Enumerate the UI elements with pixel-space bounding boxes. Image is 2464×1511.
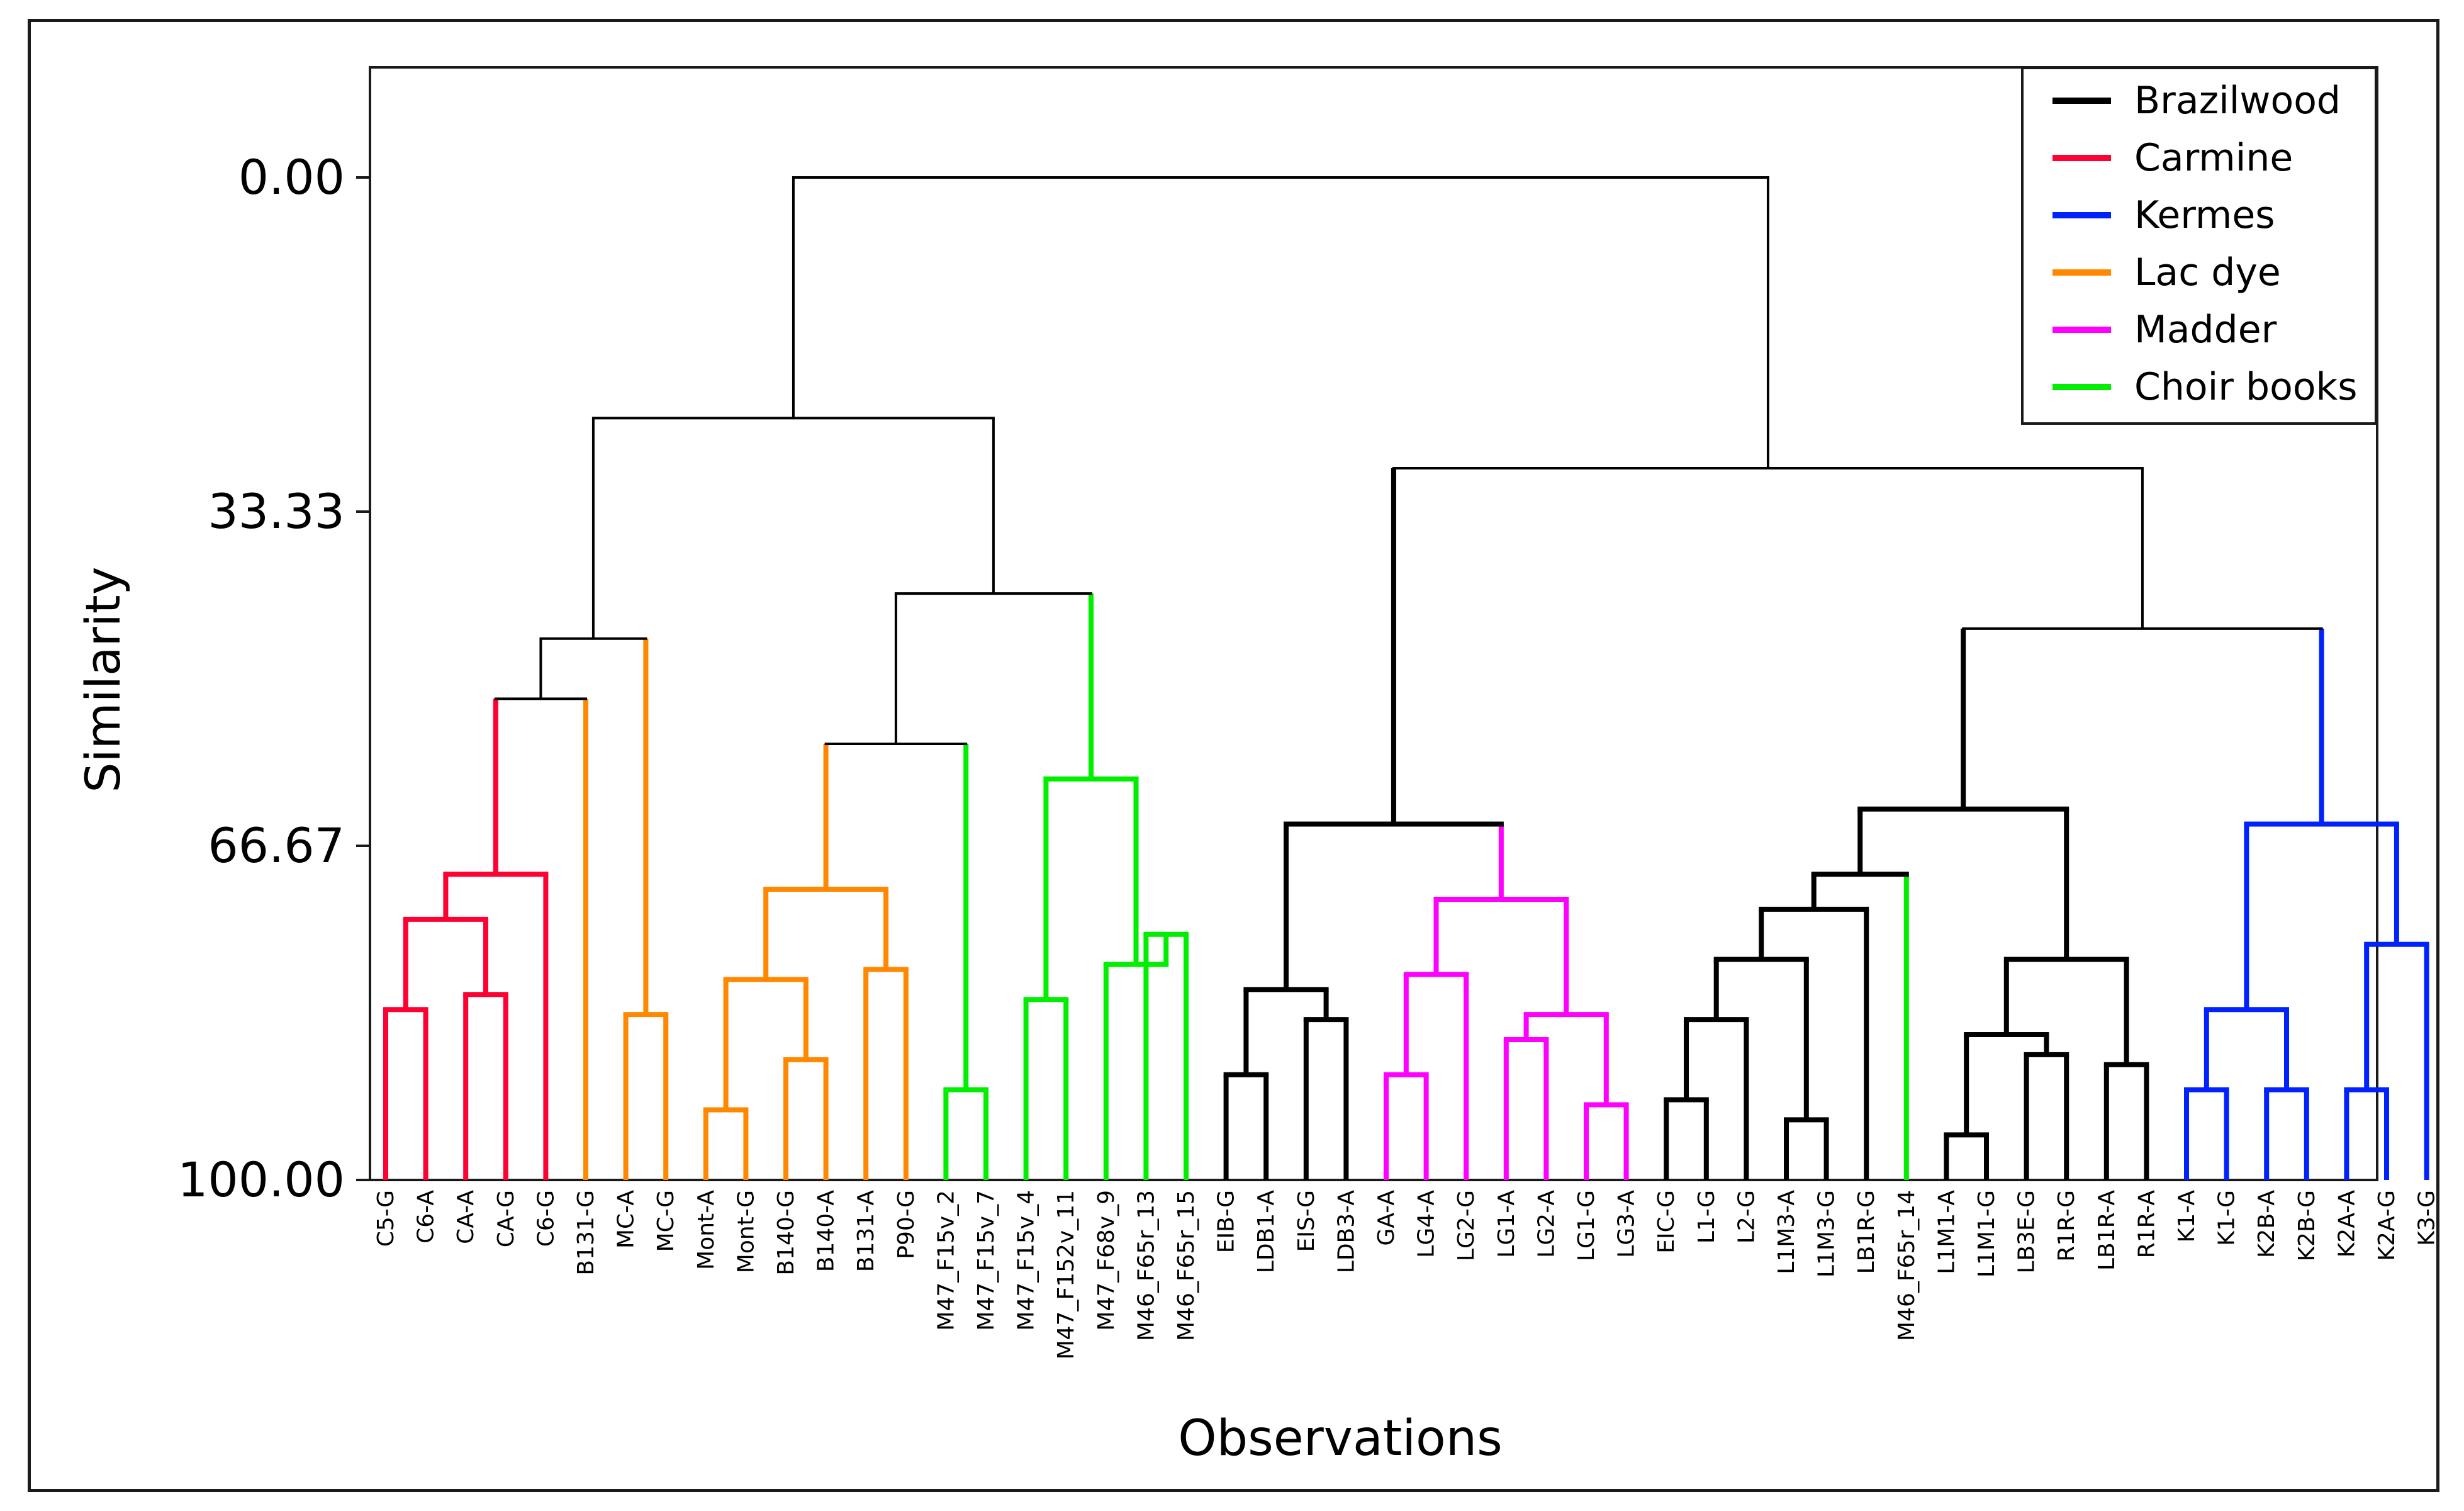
observation-label: EIS-G: [1294, 1190, 1319, 1252]
observation-label: C5-G: [373, 1190, 399, 1247]
observation-label: P90-G: [893, 1190, 919, 1259]
observation-label: M47_F15v_2: [933, 1190, 959, 1331]
observation-label: Mont-A: [693, 1190, 719, 1270]
observation-label: B140-G: [773, 1190, 799, 1276]
observation-label: LDB1-A: [1253, 1190, 1279, 1274]
legend: Brazilwood Carmine Kermes Lac dye Madder Choi…: [2021, 67, 2377, 425]
observation-label: M47_F15v_4: [1014, 1190, 1039, 1331]
observation-label: M47_F68v_9: [1094, 1190, 1119, 1331]
observation-label: MC-G: [653, 1190, 679, 1252]
observation-label: C6-A: [413, 1190, 439, 1244]
observation-label: Mont-G: [733, 1190, 759, 1273]
observation-label: B131-A: [853, 1190, 879, 1272]
y-tick-label: 33.33: [208, 483, 345, 539]
observation-label: L1-G: [1694, 1190, 1720, 1244]
observation-label: K1-G: [2214, 1190, 2240, 1246]
observation-label: R1R-G: [2054, 1190, 2080, 1262]
observation-label: K2A-G: [2374, 1190, 2400, 1261]
observation-label: M46_F65r_15: [1173, 1190, 1199, 1341]
observation-label: LB1R-G: [1854, 1190, 1879, 1274]
observation-label: B131-G: [573, 1190, 599, 1276]
observation-label: MC-A: [613, 1190, 639, 1249]
observation-label: L1M3-A: [1774, 1190, 1800, 1274]
observation-label: LG1-A: [1494, 1190, 1520, 1258]
legend-label: Madder: [2134, 308, 2277, 352]
observation-label: LG2-A: [1533, 1190, 1559, 1258]
observation-label: LB3E-G: [2014, 1190, 2040, 1274]
x-axis-label: Observations: [1178, 1410, 1503, 1467]
observation-label: R1R-A: [2134, 1190, 2159, 1259]
observation-label: M47_F152v_11: [1053, 1190, 1079, 1359]
observation-label: K2B-G: [2294, 1190, 2320, 1261]
observation-label: EIB-G: [1214, 1190, 1240, 1253]
y-tick-label: 100.00: [177, 1152, 345, 1208]
observation-label: M46_F65r_13: [1133, 1190, 1159, 1341]
observation-label: C6-G: [533, 1190, 559, 1247]
y-tick-label: 0.00: [238, 149, 345, 205]
observation-label: L1M3-G: [1814, 1190, 1840, 1278]
dendrogram-branches: [383, 176, 2429, 1180]
observation-label: LG1-G: [1574, 1190, 1599, 1261]
legend-label: Lac dye: [2134, 250, 2281, 295]
legend-label: Carmine: [2134, 136, 2293, 180]
observation-label: CA-G: [493, 1190, 519, 1247]
observation-label: K2B-A: [2254, 1190, 2280, 1258]
legend-label: Choir books: [2134, 365, 2358, 409]
observation-label: GA-A: [1374, 1190, 1399, 1246]
observation-label: LB1R-A: [2094, 1190, 2120, 1271]
observation-label: K1-A: [2174, 1190, 2200, 1243]
y-axis: 0.00 33.33 66.67 100.00: [177, 149, 370, 1208]
observation-label: M47_F15v_7: [973, 1190, 999, 1331]
figure-frame: [28, 19, 2439, 1492]
observation-label: B140-A: [814, 1190, 839, 1272]
observation-label: M46_F65r_14: [1894, 1190, 1920, 1341]
observation-label: L1M1-A: [1934, 1190, 1959, 1274]
observation-label: LG2-G: [1453, 1190, 1479, 1261]
observation-labels: C5-G C6-A CA-A CA-G C6-G B131-G MC-A MC-G Mont-A…: [373, 1190, 2440, 1360]
observation-label: L1M1-G: [1974, 1190, 2000, 1278]
observation-label: K2A-A: [2334, 1190, 2360, 1258]
observation-label: K3-G: [2414, 1190, 2440, 1246]
observation-label: LG4-A: [1414, 1190, 1440, 1258]
y-axis-label: Similarity: [75, 566, 131, 792]
observation-label: LG3-A: [1614, 1190, 1640, 1258]
observation-label: L2-G: [1733, 1190, 1759, 1244]
observation-label: CA-A: [453, 1190, 479, 1244]
legend-label: Kermes: [2134, 193, 2275, 237]
y-tick-label: 66.67: [208, 817, 345, 873]
observation-label: LDB3-A: [1333, 1190, 1359, 1274]
legend-label: Brazilwood: [2134, 79, 2341, 123]
plot-area: [369, 66, 2378, 1181]
legend-box: [2021, 67, 2377, 425]
observation-label: EIC-G: [1654, 1190, 1679, 1254]
